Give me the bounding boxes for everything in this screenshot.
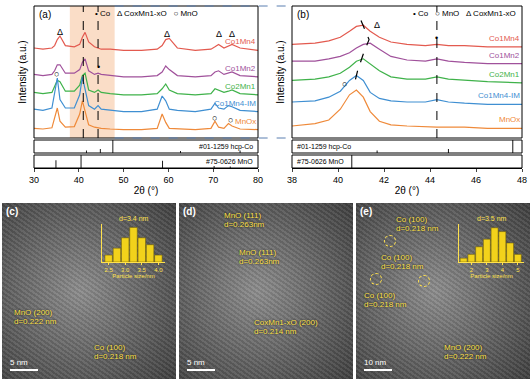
html-text:d=0.263nm: d=0.263nm [224, 220, 265, 230]
svg-text:30: 30 [29, 175, 39, 185]
html-text:Co (100): Co (100) [94, 343, 126, 352]
svg-text:42: 42 [379, 175, 389, 185]
svg-text:Co1Mn2: Co1Mn2 [225, 64, 256, 73]
svg-text:#75-0626 MnO: #75-0626 MnO [297, 158, 344, 165]
svg-text:Co2Mn1: Co2Mn1 [489, 70, 520, 79]
html-text:10 nm: 10 nm [364, 358, 387, 367]
svg-text:80: 80 [253, 175, 263, 185]
svg-text:○: ○ [342, 79, 347, 89]
html-text:d=0.218 nm: d=0.218 nm [364, 300, 407, 310]
html-text:d=0.222 nm: d=0.222 nm [14, 317, 57, 327]
html-text:MnO (111): MnO (111) [224, 211, 261, 220]
svg-text:50: 50 [119, 175, 129, 185]
svg-text:Δ: Δ [57, 27, 63, 37]
svg-text:Co1Mn2: Co1Mn2 [489, 51, 520, 60]
svg-text:Intensity (a.u.): Intensity (a.u.) [17, 40, 28, 103]
html-text:(d): (d) [183, 206, 196, 217]
svg-text:#01-1259 hcp-Co: #01-1259 hcp-Co [297, 143, 351, 151]
html-text:MnO (200): MnO (200) [444, 343, 483, 352]
svg-text:2θ (°): 2θ (°) [134, 185, 159, 196]
svg-text:70: 70 [208, 175, 218, 185]
svg-text:• Co Δ CoxMn1-xO ○ MnO: • Co Δ CoxMn1-xO ○ MnO [95, 9, 198, 18]
svg-text:Δ: Δ [374, 20, 380, 30]
html-text:d=0.218 nm: d=0.218 nm [381, 262, 424, 272]
html-text:(e): (e) [360, 206, 373, 217]
svg-text:38: 38 [287, 175, 297, 185]
html-text:d=0.222 nm: d=0.222 nm [444, 352, 487, 362]
svg-text:Δ: Δ [216, 29, 222, 39]
html-text:d=0.218 nm: d=0.218 nm [94, 352, 137, 362]
svg-text:Co2Mn1: Co2Mn1 [225, 82, 256, 91]
svg-text:•: • [435, 33, 438, 43]
svg-text:Co1Mn4: Co1Mn4 [489, 34, 520, 43]
html-text:MnO (200): MnO (200) [14, 308, 53, 317]
html-text:5 nm: 5 nm [187, 358, 205, 367]
html-text:d=0.263nm: d=0.263nm [239, 257, 280, 267]
html-text:5 nm: 5 nm [10, 358, 28, 367]
svg-text:60: 60 [163, 175, 173, 185]
svg-text:MnOx: MnOx [235, 117, 256, 126]
svg-text:Intensity (a.u.): Intensity (a.u.) [275, 40, 286, 103]
svg-text:Co1Mn4-IM: Co1Mn4-IM [214, 99, 256, 108]
html-text:Co (100): Co (100) [364, 291, 396, 300]
svg-text:44: 44 [425, 175, 435, 185]
svg-text:48: 48 [517, 175, 527, 185]
html-text:Co (100): Co (100) [381, 253, 413, 262]
svg-text:○: ○ [54, 69, 59, 79]
svg-text:46: 46 [471, 175, 481, 185]
html-text:CoxMn1-xO (200): CoxMn1-xO (200) [254, 318, 318, 327]
svg-text:#75-0626 MnO: #75-0626 MnO [206, 158, 253, 165]
svg-text:#01-1259 hcp-Co: #01-1259 hcp-Co [199, 143, 253, 151]
svg-text:Co1Mn4-IM: Co1Mn4-IM [478, 91, 520, 100]
svg-text:Δ: Δ [164, 29, 170, 39]
svg-text:(b): (b) [297, 9, 309, 20]
svg-text:○: ○ [228, 115, 233, 125]
html-text:MnO (111): MnO (111) [239, 248, 276, 257]
html-text:Co (100): Co (100) [396, 215, 428, 224]
svg-text:2θ (°): 2θ (°) [395, 185, 420, 196]
svg-text:Co1Mn4: Co1Mn4 [225, 37, 256, 46]
svg-text:○: ○ [212, 113, 217, 123]
html-text:(c): (c) [6, 206, 19, 217]
svg-text:(a): (a) [39, 9, 51, 20]
html-text:d=0.214 nm: d=0.214 nm [254, 327, 297, 337]
svg-text:• Co ○ MnO Δ CoxMn1-xO: • Co ○ MnO Δ CoxMn1-xO [413, 9, 516, 18]
svg-text:Δ: Δ [229, 29, 235, 39]
svg-text:•: • [97, 62, 100, 72]
svg-text:40: 40 [333, 175, 343, 185]
svg-text:40: 40 [74, 175, 84, 185]
svg-text:MnOx: MnOx [499, 115, 520, 124]
html-text:d=0.218 nm: d=0.218 nm [396, 224, 439, 234]
